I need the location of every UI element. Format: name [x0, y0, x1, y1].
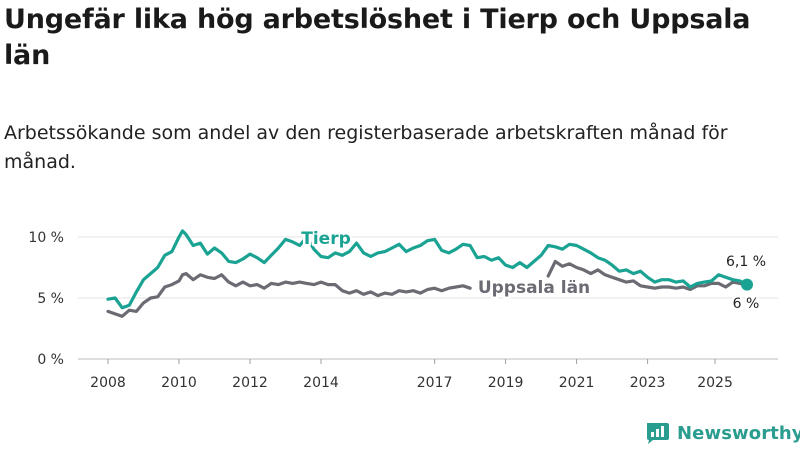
x-tick-label: 2023 — [630, 375, 666, 391]
x-tick-label: 2025 — [697, 375, 733, 391]
end-value-label: 6 % — [733, 296, 760, 312]
x-tick-label: 2012 — [232, 375, 268, 391]
series-label: Tierp — [301, 229, 351, 249]
chart-subtitle: Arbetssökande som andel av den registerb… — [4, 122, 728, 173]
x-tick-label: 2019 — [488, 375, 524, 391]
brand-name: Newsworthy — [677, 422, 800, 444]
x-tick-label: 2014 — [303, 375, 339, 391]
x-tick-label: 2008 — [90, 375, 126, 391]
end-point-marker — [741, 278, 753, 291]
series-line-uppsala-l-n — [106, 259, 749, 318]
newsworthy-logo-icon — [647, 423, 669, 444]
x-tick-label: 2010 — [161, 375, 197, 391]
series-line-tierp — [106, 229, 749, 310]
end-value-label: 6,1 % — [726, 254, 766, 270]
y-tick-label: 5 % — [37, 291, 64, 307]
brand-logo[interactable]: Newsworthy — [645, 420, 800, 446]
x-tick-label: 2021 — [559, 375, 595, 391]
y-tick-label: 10 % — [28, 230, 64, 246]
y-tick-label: 0 % — [37, 352, 64, 368]
series-label: Uppsala län — [478, 278, 590, 298]
chart-title: Ungefär lika hög arbetslöshet i Tierp oc… — [4, 4, 751, 71]
x-tick-label: 2017 — [417, 375, 453, 391]
